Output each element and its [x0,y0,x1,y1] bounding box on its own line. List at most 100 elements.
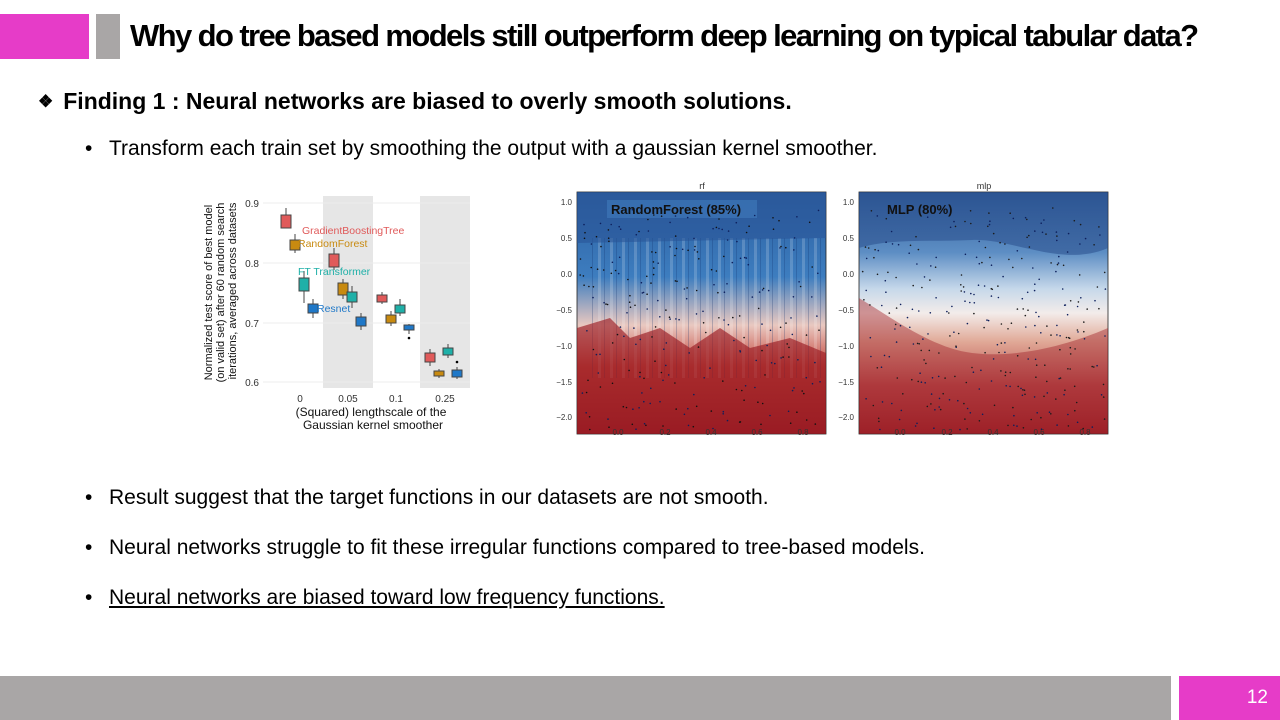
scatter-point [649,402,651,405]
scatter-point [588,416,591,418]
scatter-point [695,289,698,292]
scatter-point [657,262,659,264]
scatter-point [731,261,734,264]
scatter-point [647,218,649,221]
scatter-point [745,231,748,234]
scatter-point [946,310,948,313]
scatter-point [895,341,898,343]
scatter-point [906,316,909,319]
y-tick-label: 0.0 [843,270,855,279]
scatter-point [796,216,798,218]
scatter-point [790,317,792,319]
scatter-point [668,316,671,318]
scatter-point [1050,262,1052,264]
scatter-point [797,359,799,361]
scatter-point [926,405,929,408]
scatter-point [917,380,919,383]
scatter-point [1077,301,1080,303]
scatter-point [1056,324,1058,327]
scatter-point [770,362,773,364]
y-tick-label: −1.5 [838,378,854,387]
scatter-point [1040,428,1043,430]
scatter-point [929,279,931,281]
scatter-point [588,285,590,288]
scatter-point [970,222,972,225]
scatter-point [693,249,696,251]
scatter-point [981,413,984,416]
scatter-point [1021,394,1024,397]
scatter-points [861,207,1107,431]
scatter-point [769,329,772,332]
scatter-point [616,333,619,336]
scatter-point [662,379,664,382]
scatter-point [757,307,760,310]
scatter-point [938,397,941,400]
scatter-point [934,266,937,268]
scatter-point [1033,289,1036,292]
scatter-point [641,392,643,394]
scatter-point [880,366,883,368]
scatter-point [938,406,940,408]
series-label-fttransformer: FT Transformer [298,266,371,278]
scatter-point [983,285,986,287]
scatter-point [879,428,881,431]
scatter-point [769,414,771,417]
scatter-point [978,420,981,422]
scatter-point [758,291,761,293]
scatter-point [638,407,640,409]
mlp-panel-title: mlp [977,181,992,191]
scatter-point [683,288,686,290]
scatter-point [692,425,695,428]
scatter-point [929,312,932,314]
scatter-point [1069,346,1072,349]
scatter-point [999,241,1001,244]
scatter-point [633,327,635,329]
page-number-box: 12 [1179,676,1280,720]
scatter-point [659,316,661,318]
bullet-text: Transform each train set by smoothing th… [109,137,878,160]
scatter-point [793,387,795,389]
scatter-point [761,402,764,405]
scatter-point [811,382,814,385]
scatter-point [916,422,918,425]
scatter-point [877,249,880,252]
scatter-point [1005,385,1007,387]
scatter-point [629,294,631,297]
scatter-point [1000,323,1003,325]
scatter-point [960,290,962,292]
scatter-point [610,272,613,275]
scatter-point [911,378,913,381]
scatter-point [801,390,803,392]
scatter-point [583,237,586,240]
scatter-point [652,273,655,276]
scatter-point [669,221,671,224]
scatter-point [643,422,646,425]
scatter-point [1017,385,1019,388]
scatter-point [983,326,985,329]
scatter-point [743,256,746,259]
scatter-point [1034,358,1037,361]
scatter-point [916,263,918,265]
scatter-point [595,353,598,356]
scatter-point [665,309,667,311]
scatter-point [623,335,625,338]
scatter-point [971,366,973,369]
scatter-point [671,211,674,213]
slide-title: Why do tree based models still outperfor… [130,18,1199,53]
scatter-point [779,326,782,329]
scatter-point [925,362,927,365]
scatter-point [911,308,914,311]
scatter-point [582,275,585,277]
scatter-point [989,256,991,259]
scatter-point [1065,336,1068,339]
scatter-point [786,343,788,345]
scatter-point [654,360,656,362]
scatter-point [986,319,988,321]
series-label-resnet: Resnet [317,303,350,315]
scatter-point [611,261,614,264]
scatter-point [896,377,899,379]
scatter-point [792,296,795,298]
scatter-point [592,286,595,288]
scatter-point [918,343,920,345]
y-tick-label: 0.5 [561,234,573,243]
